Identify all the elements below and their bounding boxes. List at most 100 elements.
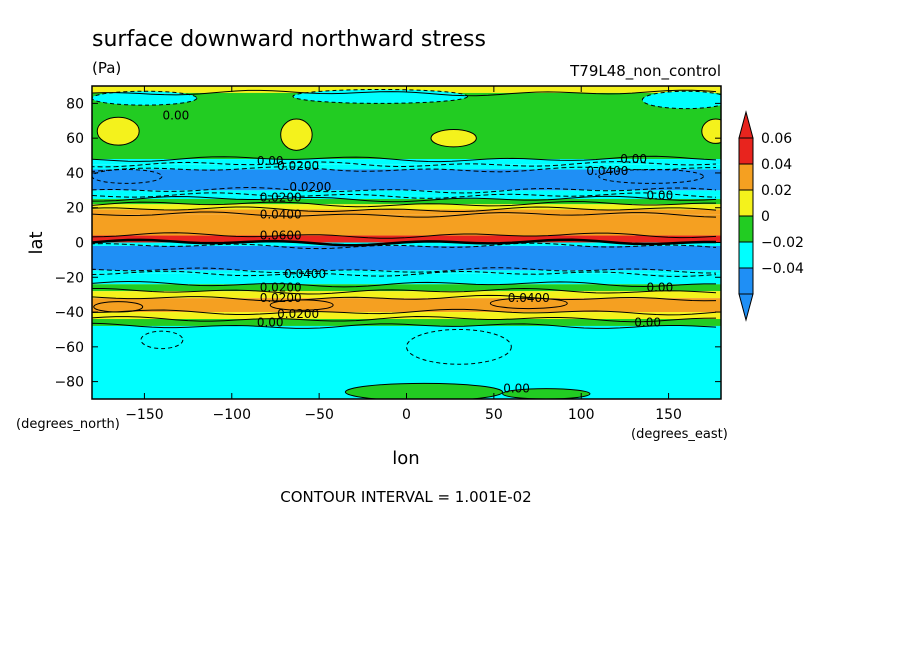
- contour-label-0: 0.00: [163, 109, 190, 123]
- colorbar-swatch-3: [738, 215, 754, 243]
- contour-line-10: [92, 232, 717, 239]
- contour-band-13: [92, 245, 721, 271]
- x-tick-label-6: 150: [655, 407, 682, 423]
- colorbar-label-2: 0.02: [761, 183, 792, 199]
- contour-label-7: 0.0200: [260, 190, 302, 204]
- contour-label-9: 0.0600: [260, 229, 302, 243]
- run-label: T79L48_non_control: [569, 62, 721, 81]
- y-axis-label: lat: [26, 231, 47, 254]
- y-axis-ticks: 80 60 40 20 0 −20 −40 −60 −80: [54, 96, 721, 391]
- contour-line-7: [92, 201, 717, 208]
- contour-band-16: [92, 284, 721, 292]
- contour-band-12: [92, 242, 721, 246]
- contour-label-18: 0.00: [503, 382, 530, 396]
- contour-feature-1: [280, 118, 313, 151]
- contour-feature-6: [641, 90, 721, 110]
- y-tick-label-8: −80: [54, 375, 84, 391]
- y-tick-label-1: 60: [66, 131, 84, 147]
- contour-label-6: 0.00: [646, 189, 673, 203]
- contour-field: [92, 86, 721, 399]
- contour-band-9: [92, 209, 721, 215]
- contour-band-17: [92, 291, 721, 299]
- x-tick-label-2: −50: [304, 407, 334, 423]
- x-tick-label-5: 100: [568, 407, 595, 423]
- y-tick-label-0: 80: [66, 96, 84, 112]
- contour-line-5: [92, 192, 717, 199]
- colorbar-swatch-1: [738, 163, 754, 191]
- contour-label-17: 0.00: [634, 315, 661, 329]
- contour-band-2: [92, 159, 721, 165]
- colorbar-swatch-2: [738, 189, 754, 217]
- y-tick-label-6: −40: [54, 305, 84, 321]
- contour-feature-12: [140, 330, 184, 350]
- contour-feature-2: [430, 128, 477, 148]
- colorbar-label-1: 0.04: [761, 157, 792, 173]
- contour-band-11: [92, 235, 721, 243]
- contour-line-8: [92, 206, 717, 213]
- contour-label-4: 0.0400: [586, 164, 628, 178]
- contour-line-15: [92, 280, 717, 288]
- x-axis-label: lon: [392, 448, 419, 469]
- contour-label-3: 0.0200: [289, 180, 331, 194]
- contour-line-14: [92, 270, 717, 277]
- contour-lines: [92, 89, 717, 329]
- colorbar-bottom-arrow: [738, 293, 754, 322]
- contour-line-18: [92, 308, 717, 316]
- contour-band-3: [92, 164, 721, 170]
- contour-line-19: [92, 316, 717, 323]
- contour-line-9: [92, 211, 717, 218]
- colorbar-swatch-5: [738, 267, 754, 295]
- contour-label-5: 0.00: [620, 152, 647, 166]
- units-label: (Pa): [92, 59, 121, 77]
- contour-label-8: 0.0400: [260, 208, 302, 222]
- contour-feature-0: [96, 116, 140, 146]
- contour-label-12: 0.0200: [260, 291, 302, 305]
- y-tick-label-3: 20: [66, 201, 84, 217]
- contour-line-12: [92, 242, 717, 250]
- contour-label-11: 0.0200: [260, 281, 302, 295]
- y-tick-label-4: 0: [75, 236, 84, 252]
- y-tick-label-7: −60: [54, 340, 84, 356]
- contour-band-5: [92, 190, 721, 196]
- contour-label-1: 0.00: [257, 154, 284, 168]
- colorbar-label-3: 0: [761, 209, 770, 225]
- contour-band-10: [92, 214, 721, 236]
- contour-line-11: [92, 238, 717, 247]
- contour-labels: 0.000.000.02000.02000.04000.000.000.0200…: [163, 109, 674, 396]
- contour-label-10: 0.0400: [284, 267, 326, 281]
- colorbar-label-5: −0.04: [761, 261, 804, 277]
- y-tick-label-5: −20: [54, 270, 84, 286]
- contour-line-1: [92, 155, 717, 163]
- contour-line-17: [92, 294, 717, 302]
- contour-line-0: [92, 89, 717, 97]
- contour-line-6: [92, 195, 717, 203]
- contour-feature-3: [701, 118, 721, 144]
- contour-label-2: 0.0200: [277, 159, 319, 173]
- contour-band-19: [92, 312, 721, 320]
- contour-feature-11: [489, 297, 568, 310]
- contour-band-18: [92, 298, 721, 313]
- colorbar-swatch-4: [738, 241, 754, 269]
- contour-line-3: [92, 166, 717, 173]
- x-axis-ticks: −150 −100 −50 0 50 100 150: [125, 86, 682, 423]
- contour-feature-13: [406, 328, 512, 365]
- y-axis-units: (degrees_north): [16, 417, 120, 432]
- chart-title: surface downward northward stress: [92, 27, 486, 52]
- contour-line-4: [92, 187, 717, 194]
- contour-band-15: [92, 273, 721, 285]
- contour-line-2: [92, 161, 717, 168]
- x-tick-label-4: 50: [485, 407, 503, 423]
- contour-label-15: 0.0200: [277, 307, 319, 321]
- contour-line-16: [92, 287, 717, 295]
- contour-band-1: [92, 92, 721, 160]
- x-axis-units: (degrees_east): [631, 427, 728, 442]
- contour-label-16: 0.00: [257, 315, 284, 329]
- colorbar-swatch-0: [738, 137, 754, 165]
- contour-band-8: [92, 204, 721, 210]
- y-tick-label-2: 40: [66, 166, 84, 182]
- contour-feature-14: [344, 382, 504, 399]
- x-tick-label-3: 0: [402, 407, 411, 423]
- contour-band-20: [92, 319, 721, 326]
- colorbar: 0.06 0.04 0.02 0 −0.02 −0.04: [738, 110, 804, 322]
